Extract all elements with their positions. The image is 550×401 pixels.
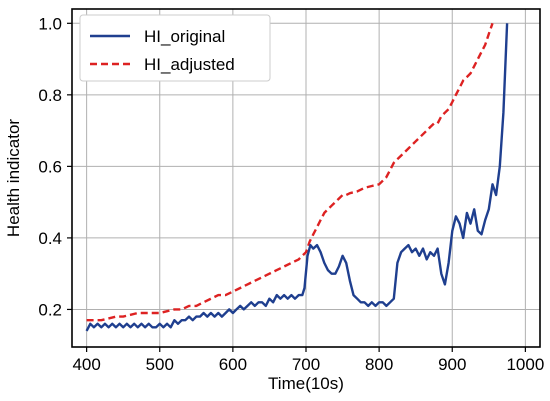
series-line-hi-adjusted bbox=[86, 22, 494, 322]
y-tick-label: 0.4 bbox=[38, 229, 62, 248]
x-tick-label: 600 bbox=[219, 355, 247, 374]
y-tick-label: 0.2 bbox=[38, 300, 62, 319]
y-tick-label: 1.0 bbox=[38, 14, 62, 33]
series-line-hi-original bbox=[85, 23, 509, 332]
axis-ticks: 400 500 600 700 800 900 1000 0.2 0.4 0.6 0.8 1.0 bbox=[38, 14, 544, 374]
y-tick-label: 0.8 bbox=[38, 86, 62, 105]
y-axis-title: Health indicator bbox=[4, 119, 23, 237]
x-tick-label: 900 bbox=[438, 355, 466, 374]
x-tick-label: 1000 bbox=[506, 355, 544, 374]
x-tick-label: 500 bbox=[146, 355, 174, 374]
legend-label-hi-adjusted: HI_adjusted bbox=[144, 55, 235, 74]
y-tick-label: 0.6 bbox=[38, 157, 62, 176]
x-tick-label: 800 bbox=[365, 355, 393, 374]
x-tick-label: 400 bbox=[72, 355, 100, 374]
x-tick-label: 700 bbox=[292, 355, 320, 374]
legend-label-hi-original: HI_original bbox=[144, 27, 225, 46]
x-axis-title: Time(10s) bbox=[268, 374, 344, 393]
series-lines bbox=[85, 22, 509, 332]
legend: HI_original HI_adjusted bbox=[79, 14, 271, 82]
